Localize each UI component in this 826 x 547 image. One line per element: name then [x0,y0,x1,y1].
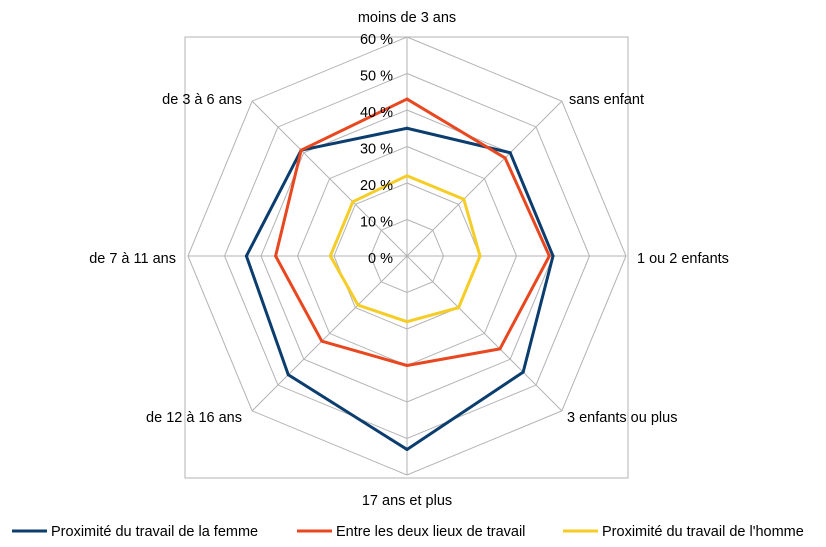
category-label-de-3-a-6-ans: de 3 à 6 ans [162,92,242,108]
series-3-point-sans-enfant [462,197,466,201]
tick-label-30: 30 % [360,142,393,158]
legend-label-1: Proximité du travail de la femme [51,524,258,540]
radar-grid [187,36,627,476]
legend-label-2: Entre les deux lieux de travail [336,524,525,540]
tick-label-0: 0 % [368,251,393,267]
legend-label-3: Proximité du travail de l'homme [602,524,804,540]
tick-labels: 0 % 10 % 20 % 30 % 40 % 50 % 60 % [360,32,393,267]
series-2-point-17-ans-et-plus [405,364,409,367]
series-3-point-de-12-a-16-ans [356,303,360,307]
series-2-point-sans-enfant [503,156,507,160]
legend: Proximité du travail de la femme Entre le… [12,524,804,540]
series-3-point-de-7-a-11-ans [328,254,332,258]
series-2-point-de-12-a-16-ans [320,339,324,343]
category-label-17-ans-et-plus: 17 ans et plus [362,493,452,509]
spoke-de-3-a-6-ans [251,100,408,257]
series-3-point-3-enfants-ou-plus [457,306,461,310]
series-3-point-de-3-a-6-ans [351,200,355,204]
series-1-point-17-ans-et-plus [405,447,409,451]
category-label-de-7-a-11-ans: de 7 à 11 ans [89,251,176,267]
series-1-point-sans-enfant [508,151,512,155]
series-1-point-1-ou-2-enfants [551,254,555,258]
series-2-point-de-3-a-6-ans [299,148,303,152]
series-3-point-moins-de-3-ans [405,174,409,178]
series-line-3 [328,174,482,324]
series-2-point-3-enfants-ou-plus [498,347,502,351]
series-3-point-17-ans-et-plus [405,320,409,324]
spoke-3-enfants-ou-plus [406,255,563,412]
category-label-1-ou-2-enfants: 1 ou 2 enfants [637,251,729,267]
spoke-sans-enfant [406,100,563,257]
category-label-sans-enfant: sans enfant [569,92,644,108]
tick-label-50: 50 % [360,69,393,85]
series-2-point-1-ou-2-enfants [547,254,551,258]
category-labels: moins de 3 ans sans enfant 1 ou 2 enfants 3… [89,10,729,509]
series-1-point-3-enfants-ou-plus [521,370,525,374]
tick-label-20: 20 % [360,178,393,194]
category-label-moins-de-3-ans: moins de 3 ans [358,10,456,26]
series-2-point-moins-de-3-ans [405,97,409,101]
tick-label-40: 40 % [360,105,393,121]
category-label-3-enfants-ou-plus: 3 enfants ou plus [567,410,677,426]
category-label-de-12-a-16-ans: de 12 à 16 ans [146,410,242,426]
series-2-point-de-7-a-11-ans [274,254,278,258]
series-3-point-1-ou-2-enfants [478,254,482,258]
series-layer [244,97,555,451]
series-1-point-moins-de-3-ans [405,126,409,130]
series-1-point-de-12-a-16-ans [286,373,290,377]
tick-label-60: 60 % [360,32,393,48]
series-line-2 [274,97,551,367]
spoke-de-12-a-16-ans [251,255,408,412]
series-1-point-de-7-a-11-ans [244,254,248,258]
tick-label-10: 10 % [360,215,393,231]
